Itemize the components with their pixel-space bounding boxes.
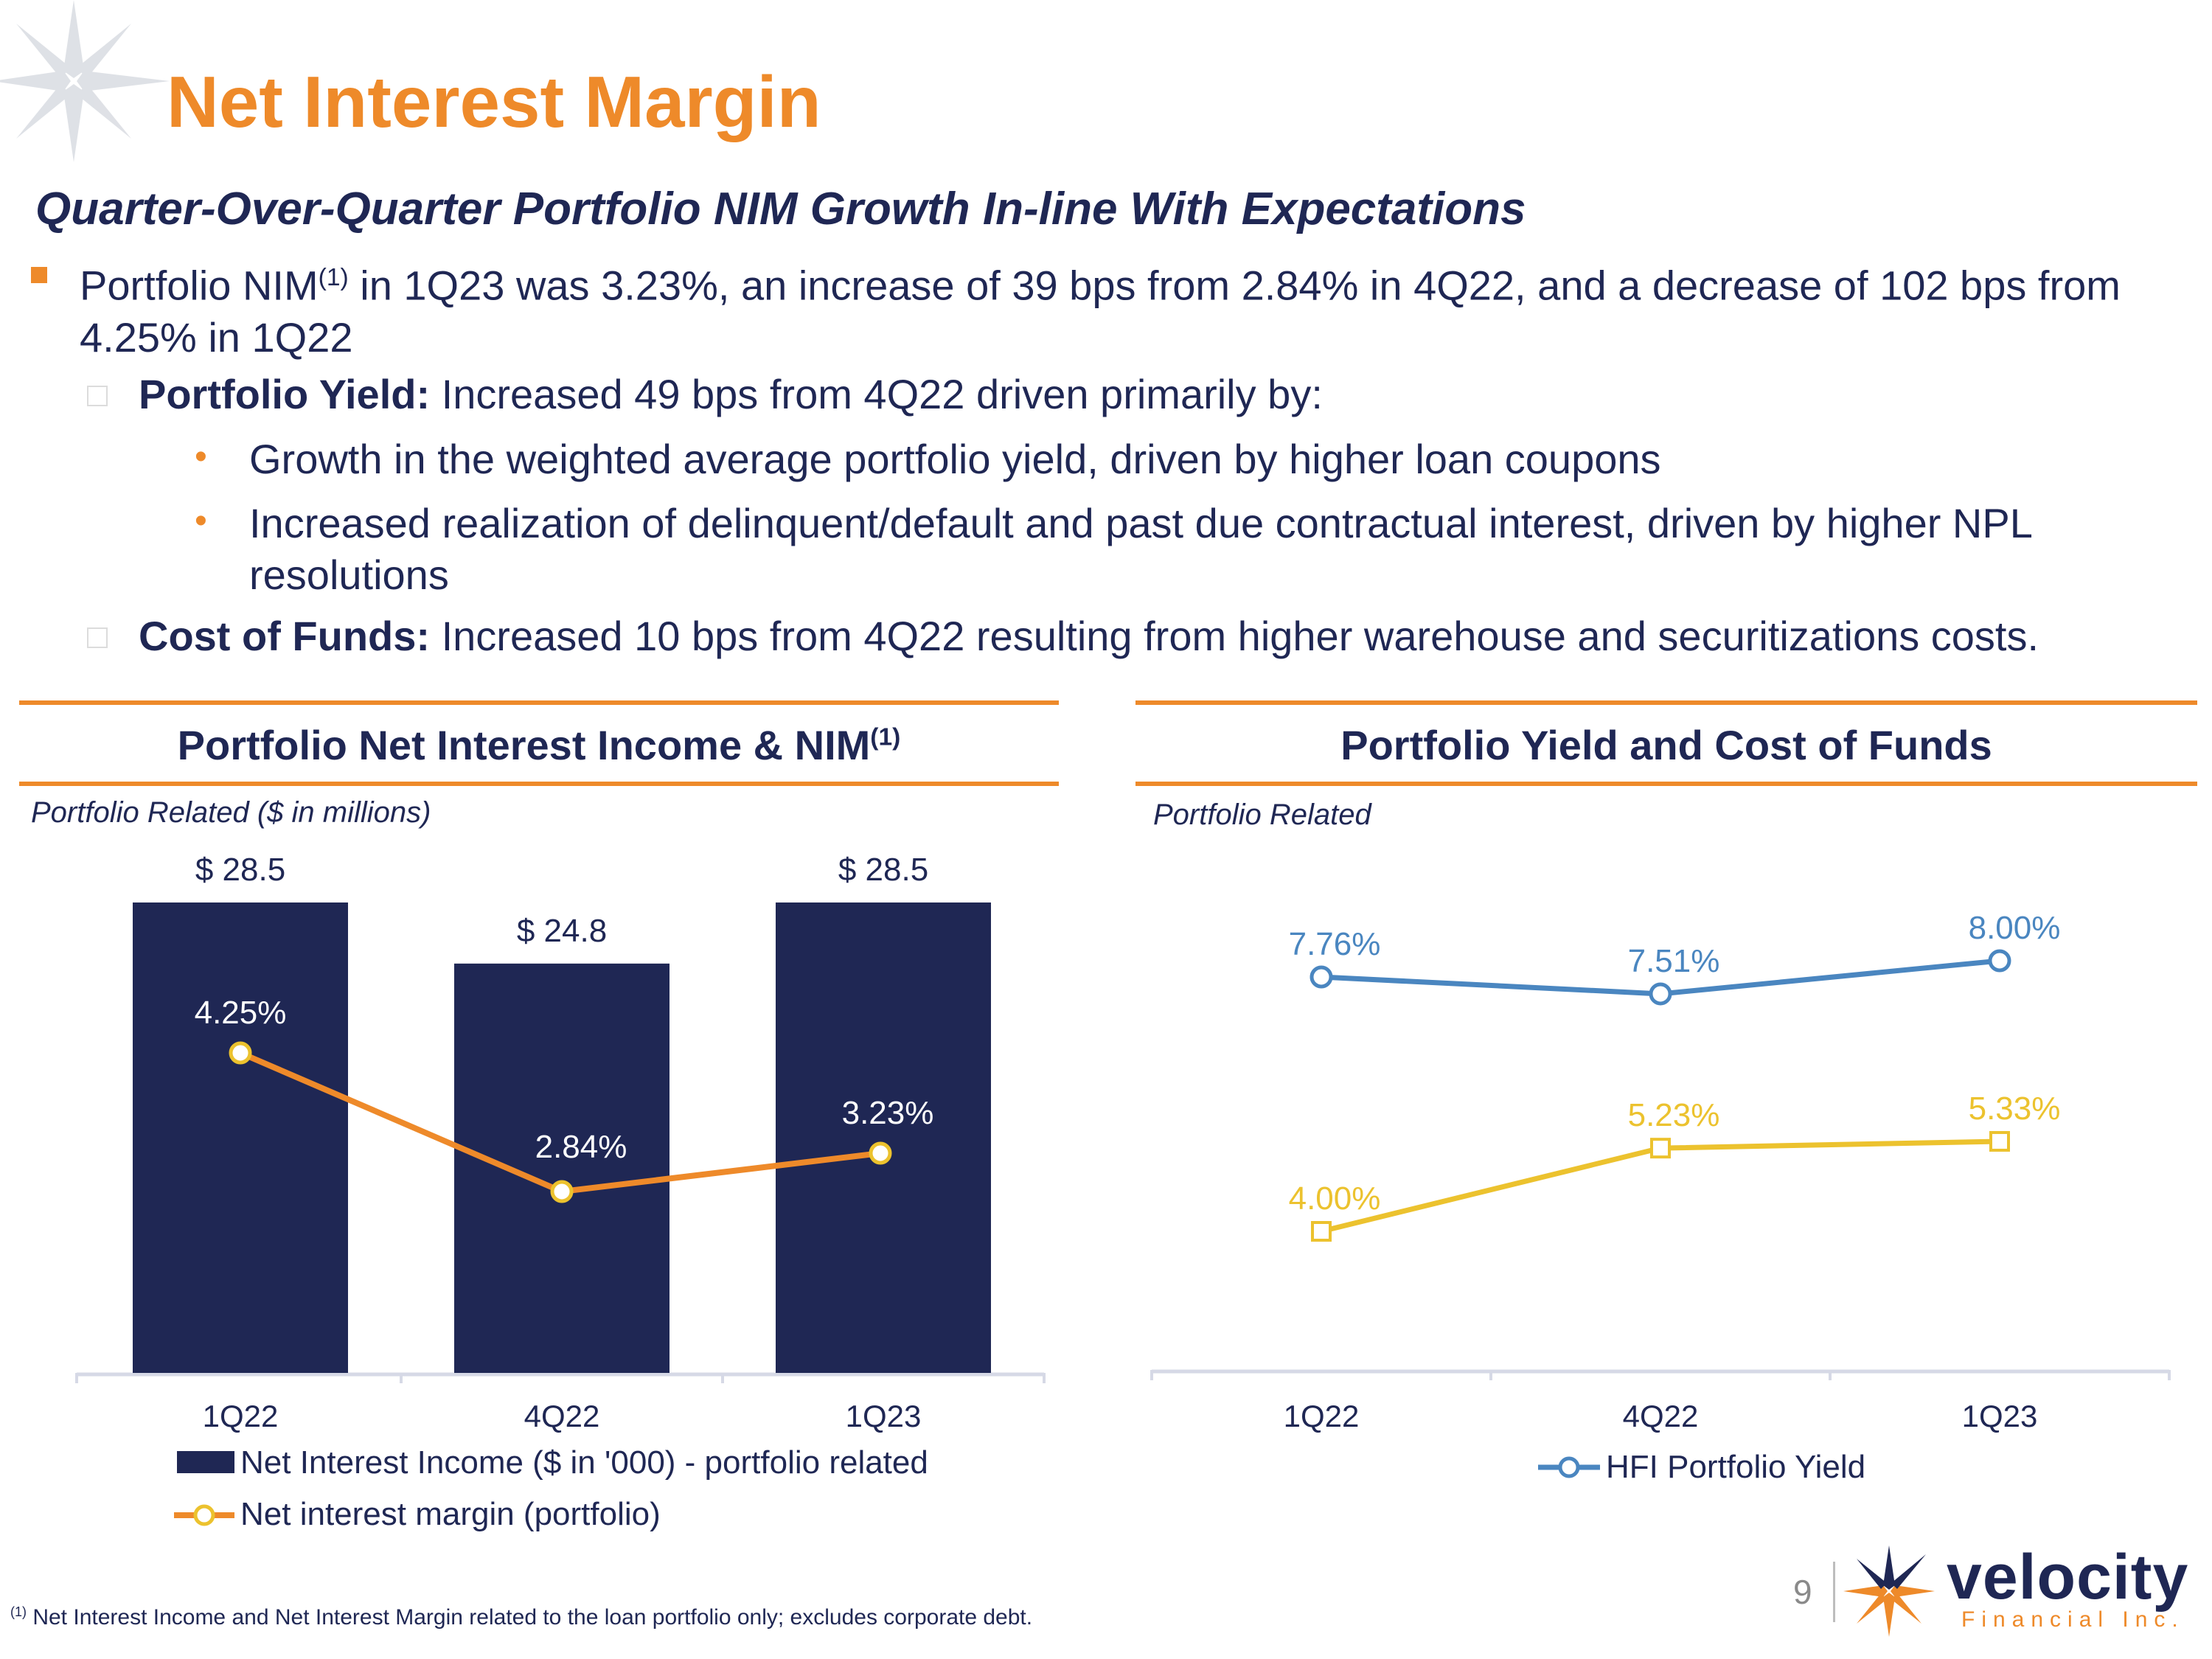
bar-data-label: $ 28.5	[838, 852, 928, 888]
bar-data-label: $ 24.8	[517, 913, 607, 949]
footnote: (1) Net Interest Income and Net Interest…	[10, 1604, 1032, 1630]
bullet-portfolio-yield-label: Portfolio Yield:	[139, 371, 431, 417]
square-bullet-icon	[31, 267, 47, 283]
nim-combo-chart: $ 28.5 1Q22 $ 24.8 4Q22 $ 28.5 1Q23 4.25% 2.84%…	[75, 852, 1046, 1532]
legend-label: Net Interest Income ($ in '000) - portfo…	[240, 1444, 928, 1481]
cost-data-label: 5.23%	[1628, 1097, 1720, 1133]
page-divider	[1833, 1562, 1835, 1622]
cost-point	[1989, 1130, 2010, 1152]
sub-bullet-box-icon	[87, 627, 108, 648]
legend-label: HFI Portfolio Yield	[1606, 1449, 1865, 1485]
bullet-portfolio-yield-text: Increased 49 bps from 4Q22 driven primar…	[430, 371, 1323, 417]
left-panel-top-rule	[19, 700, 1059, 705]
page-title: Net Interest Margin	[167, 61, 821, 142]
legend-swatch-marker	[1558, 1456, 1580, 1478]
x-tick-label: 4Q22	[1623, 1399, 1699, 1433]
page-subtitle: Quarter-Over-Quarter Portfolio NIM Growt…	[35, 184, 1526, 234]
nim-data-label: 3.23%	[842, 1095, 934, 1131]
bullet-growth: Growth in the weighted average portfolio…	[249, 436, 1661, 482]
right-panel-note: Portfolio Related	[1153, 799, 1371, 831]
cost-data-label: 5.33%	[1969, 1091, 2061, 1127]
star-watermark-icon	[0, 0, 170, 162]
x-tick-label: 1Q22	[203, 1399, 279, 1433]
velocity-star-logo-icon	[1843, 1545, 1935, 1637]
yield-cost-line-chart: 1Q22 4Q22 1Q23 7.76% 7.51% 8.00% 4.00% 5.23% 5.3…	[1150, 910, 2171, 1485]
right-panel-top-rule	[1135, 700, 2197, 705]
right-panel-bottom-rule	[1135, 782, 2197, 786]
page-number: 9	[1793, 1573, 1812, 1611]
nim-point	[550, 1180, 574, 1203]
left-panel-title: Portfolio Net Interest Income & NIM(1)	[19, 721, 1059, 769]
logo-subtitle: Financial Inc.	[1961, 1607, 2185, 1632]
cost-point	[1650, 1138, 1671, 1159]
logo-wordmark: velocity	[1947, 1542, 2189, 1613]
bar-data-label: $ 28.5	[195, 852, 285, 888]
cost-data-label: 4.00%	[1289, 1180, 1381, 1217]
yield-point	[1649, 982, 1672, 1006]
bullet-portfolio-yield: Portfolio Yield: Increased 49 bps from 4…	[139, 369, 1323, 420]
bullet-cost-of-funds-label: Cost of Funds:	[139, 613, 431, 659]
legend-label: Net interest margin (portfolio)	[240, 1496, 661, 1532]
nim-data-label: 2.84%	[535, 1129, 627, 1165]
bar-net-interest-income	[776, 902, 991, 1373]
bullet-portfolio-nim-text: in 1Q23 was 3.23%, an increase of 39 bps…	[80, 262, 2121, 361]
nim-data-label: 4.25%	[195, 995, 287, 1031]
yield-point	[1988, 949, 2011, 973]
legend-swatch-bar	[177, 1451, 234, 1473]
yield-data-label: 8.00%	[1969, 910, 2061, 946]
bullet-cost-of-funds: Cost of Funds: Increased 10 bps from 4Q2…	[139, 611, 2039, 662]
nim-point	[229, 1041, 252, 1065]
bullet-cost-of-funds-text: Increased 10 bps from 4Q22 resulting fro…	[430, 613, 2039, 659]
footnote-text: Net Interest Income and Net Interest Mar…	[27, 1605, 1033, 1630]
dot-bullet-icon: •	[195, 437, 207, 476]
footnote-ref: (1)	[870, 723, 901, 751]
left-panel-title-text: Portfolio Net Interest Income & NIM	[177, 722, 871, 768]
bullet-portfolio-nim-label: Portfolio NIM	[80, 262, 319, 309]
nim-point	[869, 1141, 892, 1165]
x-tick-label: 1Q23	[1962, 1399, 2038, 1433]
bullet-realization: Increased realization of delinquent/defa…	[249, 500, 2031, 598]
yield-point	[1310, 965, 1333, 989]
bar-net-interest-income	[454, 963, 669, 1373]
yield-data-label: 7.76%	[1289, 926, 1381, 962]
left-panel-bottom-rule	[19, 782, 1059, 786]
yield-data-label: 7.51%	[1628, 943, 1720, 979]
bar-net-interest-income	[133, 902, 348, 1373]
bullet-portfolio-nim: Portfolio NIM(1) in 1Q23 was 3.23%, an i…	[80, 252, 2144, 364]
legend-swatch-marker	[193, 1504, 215, 1526]
x-tick-label: 1Q23	[846, 1399, 922, 1433]
cost-point	[1311, 1221, 1332, 1242]
footnote-ref: (1)	[318, 264, 349, 291]
x-tick-label: 4Q22	[524, 1399, 600, 1433]
x-tick-label: 1Q22	[1284, 1399, 1360, 1433]
footnote-ref: (1)	[10, 1604, 27, 1619]
right-panel-title: Portfolio Yield and Cost of Funds	[1340, 722, 1992, 768]
left-panel-note: Portfolio Related ($ in millions)	[31, 796, 431, 829]
sub-bullet-box-icon	[87, 386, 108, 406]
dot-bullet-icon: •	[195, 501, 207, 540]
